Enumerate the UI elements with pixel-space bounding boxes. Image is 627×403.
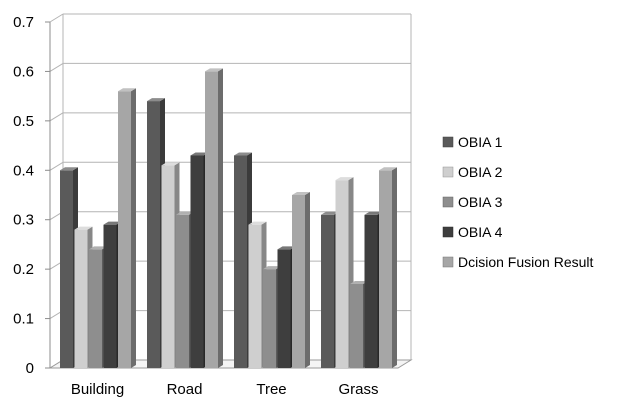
y-tick-label: 0: [26, 360, 34, 377]
y-tick-label: 0.2: [13, 261, 34, 278]
gridline-side: [49, 161, 64, 171]
x-category-label: Building: [71, 381, 124, 398]
bars: [60, 68, 397, 368]
bar: [292, 192, 310, 368]
legend-swatch: [442, 166, 454, 178]
x-axis-categories: Building Road Tree Grass: [71, 381, 379, 398]
bar: [205, 68, 223, 368]
y-tick-label: 0.3: [13, 212, 34, 229]
legend-label: Dcision Fusion Result: [458, 254, 593, 270]
x-category-label: Road: [167, 381, 203, 398]
legend-swatch: [442, 256, 454, 268]
legend: OBIA 1 OBIA 2 OBIA 3 OBIA 4 Dcision Fusion R…: [442, 134, 593, 270]
gridline-side: [49, 63, 64, 72]
legend-label: OBIA 1: [458, 134, 503, 150]
bar: [118, 88, 136, 368]
legend-swatch: [442, 196, 454, 208]
legend-swatch: [442, 136, 454, 148]
y-tick-label: 0.1: [13, 311, 34, 328]
legend-label: OBIA 3: [458, 194, 503, 210]
x-category-label: Tree: [256, 381, 286, 398]
gridline-side: [49, 112, 64, 122]
gridline-side: [49, 13, 64, 23]
x-category-label: Grass: [338, 381, 378, 398]
y-tick-label: 0.4: [13, 162, 34, 179]
y-tick-label: 0.7: [13, 14, 34, 31]
y-tick-label: 0.5: [13, 113, 34, 130]
legend-label: OBIA 2: [458, 164, 503, 180]
bar: [379, 167, 397, 368]
y-axis-ticks: 0 0.1 0.2 0.3 0.4 0.5 0.6 0.7: [13, 14, 34, 377]
legend-label: OBIA 4: [458, 224, 503, 240]
legend-swatch: [442, 226, 454, 238]
y-tick-label: 0.6: [13, 63, 34, 80]
